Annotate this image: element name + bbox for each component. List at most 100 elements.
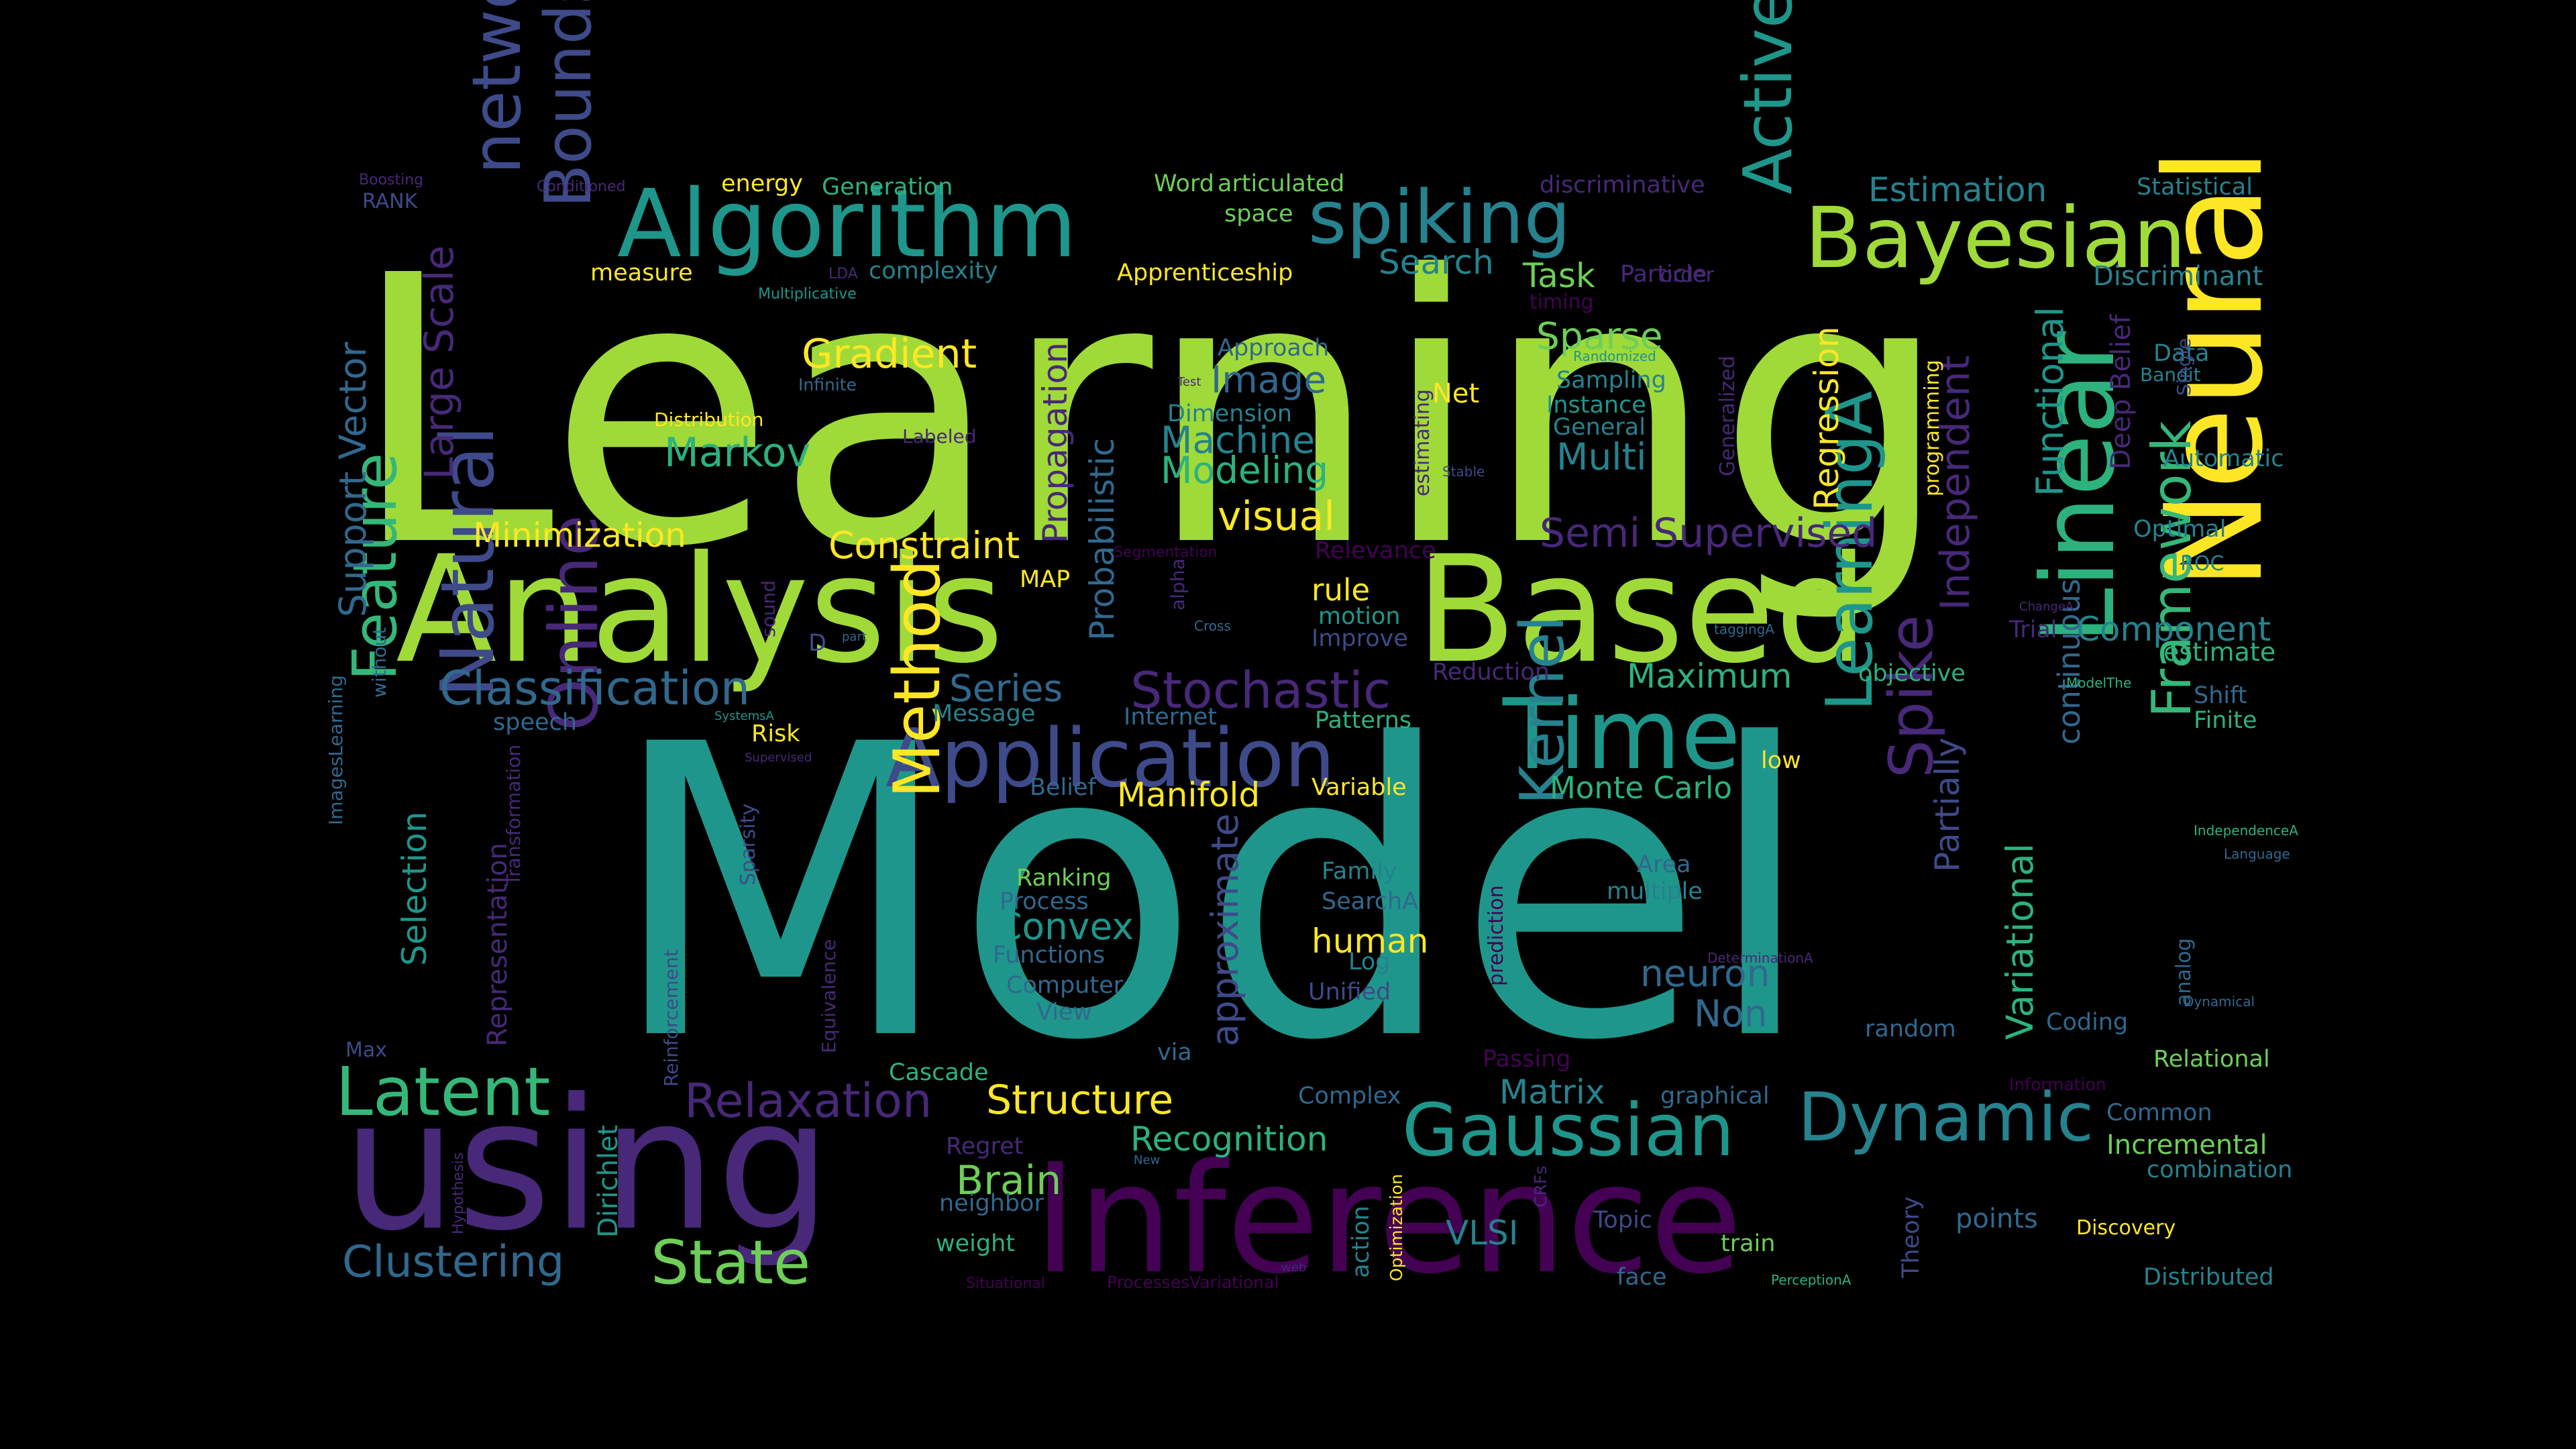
word-gradient: Gradient bbox=[802, 331, 977, 378]
word-tagginga: taggingA bbox=[1714, 621, 1774, 637]
word-bandit: Bandit bbox=[2140, 364, 2201, 386]
word-automatic: Automatic bbox=[2163, 445, 2284, 472]
word-series: Series bbox=[949, 667, 1063, 710]
word-message: Message bbox=[932, 700, 1035, 727]
word-determinationa: DeterminationA bbox=[1707, 950, 1813, 966]
word-model: Model bbox=[607, 659, 1815, 1128]
word-approach: Approach bbox=[1218, 335, 1329, 362]
word-independencea: IndependenceA bbox=[2194, 822, 2298, 839]
word-complex: Complex bbox=[1298, 1083, 1401, 1110]
word-family: Family bbox=[1322, 858, 1397, 885]
word-active: Active bbox=[1729, 0, 1807, 195]
word-lda: LDA bbox=[828, 266, 858, 282]
word-deep-belief: Deep Belief bbox=[2106, 314, 2137, 470]
word-visual: visual bbox=[1218, 493, 1335, 540]
word-passing: Passing bbox=[1483, 1046, 1571, 1073]
word-learning: Learning bbox=[349, 197, 1951, 627]
word-patterns: Patterns bbox=[1315, 707, 1411, 734]
word-matrix: Matrix bbox=[1499, 1073, 1605, 1112]
word-topic: Topic bbox=[1593, 1207, 1652, 1234]
word-risk: Risk bbox=[751, 720, 800, 747]
word-neighbor: neighbor bbox=[939, 1190, 1044, 1217]
word-structure: Structure bbox=[986, 1077, 1173, 1124]
word-sparsity: Sparsity bbox=[737, 804, 760, 885]
word-clustering: Clustering bbox=[342, 1237, 564, 1287]
word-discriminative: discriminative bbox=[1540, 172, 1705, 199]
word-multiple: multiple bbox=[1607, 878, 1703, 905]
word-propagation: Propagation bbox=[1036, 342, 1075, 543]
word-general: General bbox=[1553, 414, 1646, 441]
word-combination: combination bbox=[2147, 1157, 2292, 1183]
word-support-vector: Support Vector bbox=[331, 341, 374, 617]
word-max: Max bbox=[345, 1038, 387, 1062]
word-maximum: Maximum bbox=[1627, 657, 1792, 696]
word-new: New bbox=[1134, 1153, 1160, 1167]
word-gaussian: Gaussian bbox=[1402, 1089, 1735, 1173]
word-component: Component bbox=[2076, 610, 2271, 649]
word-boosting: Boosting bbox=[359, 172, 423, 189]
word-optimal: Optimal bbox=[2133, 516, 2226, 543]
word-rank: RANK bbox=[362, 190, 419, 213]
word-via: via bbox=[1157, 1039, 1192, 1066]
word-net: Net bbox=[1432, 378, 1479, 409]
word-relevance: Relevance bbox=[1315, 537, 1436, 564]
word-estimating: estimating bbox=[1411, 389, 1434, 496]
word-equivalence: Equivalence bbox=[818, 939, 840, 1053]
word-brain: Brain bbox=[956, 1157, 1061, 1204]
word-neural: Neural bbox=[2137, 148, 2293, 590]
word-continuous: continuous bbox=[2051, 579, 2087, 745]
word-roc: ROC bbox=[2180, 552, 2224, 576]
word-variable: Variable bbox=[1311, 774, 1407, 801]
word-probabilistic: Probabilistic bbox=[1083, 438, 1122, 641]
word-regret: Regret bbox=[946, 1133, 1023, 1160]
word-sound: sound bbox=[757, 580, 780, 637]
word-reinforcement: Reinforcement bbox=[660, 949, 682, 1087]
word-cascade: Cascade bbox=[889, 1059, 989, 1086]
word-word: Word bbox=[1154, 170, 1214, 197]
word-human: human bbox=[1311, 922, 1428, 961]
word-incremental: Incremental bbox=[2106, 1130, 2267, 1161]
word-non: Non bbox=[1694, 992, 1768, 1035]
word-belief: Belief bbox=[1030, 774, 1097, 801]
word-complexity: complexity bbox=[869, 258, 998, 284]
word-modeling: Modeling bbox=[1161, 449, 1328, 492]
word-stable: Stable bbox=[1442, 464, 1485, 480]
word-apprenticeship: Apprenticeship bbox=[1117, 260, 1293, 286]
word-generalized: Generalized bbox=[1716, 356, 1739, 476]
word-regression: Regression bbox=[1807, 327, 1846, 511]
word-learninga: LearningA bbox=[1813, 391, 1887, 711]
word-markov: Markov bbox=[664, 429, 810, 476]
word-network: network bbox=[458, 0, 536, 174]
word-imageslearning: ImagesLearning bbox=[325, 675, 347, 825]
word-random: random bbox=[1865, 1016, 1956, 1042]
word-state: State bbox=[651, 1228, 810, 1298]
word-semi-supervised: Semi Supervised bbox=[1540, 510, 1877, 557]
word-supervised: Supervised bbox=[745, 751, 812, 765]
word-dimension: Dimension bbox=[1167, 400, 1292, 427]
word-sampling: Sampling bbox=[1556, 367, 1666, 394]
word-common: Common bbox=[2106, 1099, 2212, 1126]
word-energy: energy bbox=[721, 170, 803, 197]
word-hypothesis: Hypothesis bbox=[450, 1152, 467, 1234]
word-recognition: Recognition bbox=[1130, 1120, 1328, 1159]
word-articulated: articulated bbox=[1218, 170, 1344, 197]
word-prediction: prediction bbox=[1485, 885, 1508, 986]
word-using: using bbox=[342, 1059, 831, 1271]
word-objective: objective bbox=[1858, 660, 1966, 687]
word-information: Information bbox=[2009, 1075, 2106, 1094]
word-dirichlet: Dirichlet bbox=[593, 1125, 624, 1238]
word-order: order bbox=[1660, 264, 1715, 287]
word-process: Process bbox=[1000, 888, 1089, 915]
word-manifold: Manifold bbox=[1117, 775, 1260, 814]
word-multiplicative: Multiplicative bbox=[758, 286, 857, 303]
word-feature: Feature bbox=[340, 453, 411, 681]
word-kernel: Kernel bbox=[1507, 615, 1578, 805]
word-relational: Relational bbox=[2153, 1046, 2270, 1073]
word-d: D bbox=[808, 630, 826, 657]
word-sparse: Sparse bbox=[1536, 315, 1663, 358]
word-situational: Situational bbox=[966, 1275, 1045, 1292]
word-single: Single bbox=[2173, 338, 2195, 396]
word-instance: Instance bbox=[1546, 392, 1646, 419]
word-infinite: Infinite bbox=[798, 375, 857, 394]
word-image: Image bbox=[1211, 358, 1326, 401]
